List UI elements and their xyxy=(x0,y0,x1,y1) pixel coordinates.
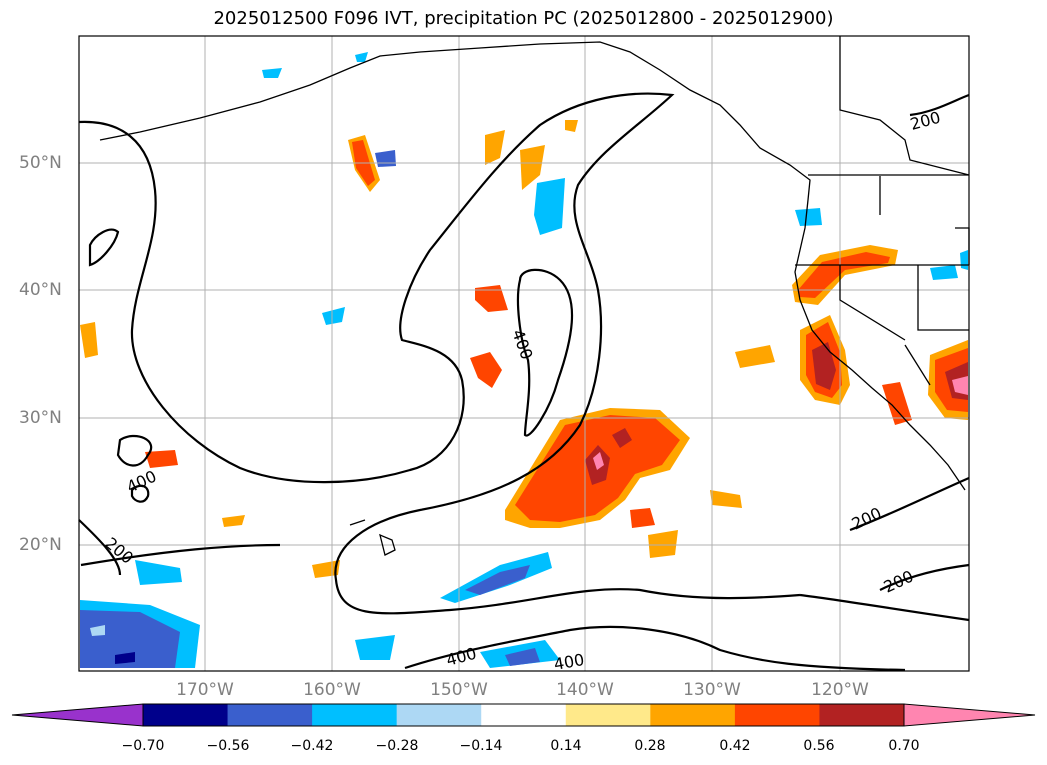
colorbar-segment xyxy=(227,704,313,726)
map-title: 2025012500 F096 IVT, precipitation PC (2… xyxy=(213,8,834,29)
contour-label: 400 xyxy=(508,327,536,362)
colorbar-segment xyxy=(734,704,820,726)
colorbar-extend-low xyxy=(11,703,144,727)
lat-label-40n: 40°N xyxy=(19,280,62,300)
contour-label: 200 xyxy=(908,108,942,134)
colorbar-tick: −0.42 xyxy=(290,738,334,754)
colorbar-tick: 0.14 xyxy=(550,738,582,754)
lon-label-150w: 150°W xyxy=(430,680,488,700)
colorbar-extend-high xyxy=(903,703,1036,727)
colorbar-segments xyxy=(11,703,1036,727)
colorbar-segment xyxy=(819,704,905,726)
colorbar-segment xyxy=(396,704,482,726)
precip-fills xyxy=(80,52,968,668)
graticule xyxy=(79,36,969,671)
lat-label-30n: 30°N xyxy=(19,408,62,428)
colorbar-tick: 0.28 xyxy=(634,738,666,754)
contour-label: 400 xyxy=(444,644,478,670)
coastlines xyxy=(99,36,970,556)
colorbar-segment xyxy=(565,704,651,726)
colorbar-border xyxy=(142,703,905,727)
colorbar-tick: −0.14 xyxy=(459,738,503,754)
lon-label-130w: 130°W xyxy=(683,680,741,700)
contour-label: 400 xyxy=(552,650,585,674)
map-border xyxy=(78,35,970,672)
colorbar-segment xyxy=(650,704,736,726)
colorbar-segment xyxy=(312,704,398,726)
contour-label: 200 xyxy=(101,534,137,568)
colorbar-segment xyxy=(143,704,229,726)
contour-label: 400 xyxy=(124,466,160,496)
map-plot: 200 400 400 200 200 400 400 200 xyxy=(78,35,970,674)
ivt-contours xyxy=(78,92,970,672)
lon-label-160w: 160°W xyxy=(303,680,361,700)
lon-label-170w: 170°W xyxy=(176,680,234,700)
lon-label-120w: 120°W xyxy=(811,680,869,700)
colorbar-tick: 0.42 xyxy=(719,738,751,754)
contour-label: 200 xyxy=(881,566,917,596)
colorbar-tick: −0.56 xyxy=(206,738,250,754)
lon-label-140w: 140°W xyxy=(556,680,614,700)
lat-label-20n: 20°N xyxy=(19,535,62,555)
colorbar-tick: 0.70 xyxy=(888,738,920,754)
colorbar-segment xyxy=(481,704,567,726)
lat-label-50n: 50°N xyxy=(19,153,62,173)
contour-label: 200 xyxy=(849,503,885,533)
colorbar-tick: 0.56 xyxy=(803,738,835,754)
colorbar-tick: −0.28 xyxy=(375,738,419,754)
colorbar-tick: −0.70 xyxy=(121,738,165,754)
